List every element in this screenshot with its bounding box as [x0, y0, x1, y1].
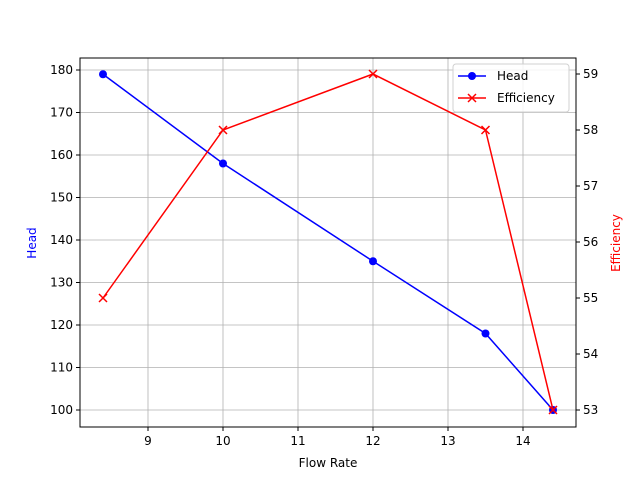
data-point — [99, 70, 107, 79]
data-point — [548, 405, 558, 415]
x-axis-label: Flow Rate — [299, 456, 358, 470]
y2-tick-label: 59 — [583, 67, 598, 81]
legend-label: Head — [497, 69, 528, 83]
y2-tick-label: 56 — [583, 235, 598, 249]
y2-axis-label: Efficiency — [609, 214, 623, 272]
y2-tick-label: 55 — [583, 291, 598, 305]
data-point — [481, 329, 490, 338]
y2-tick-label: 57 — [583, 179, 598, 193]
legend-label: Efficiency — [497, 91, 555, 105]
x-tick-label: 14 — [515, 434, 530, 448]
x-tick-label: 9 — [144, 434, 152, 448]
data-point — [369, 257, 377, 266]
x-tick-label: 10 — [215, 434, 230, 448]
y-tick-label: 150 — [50, 191, 73, 205]
x-tick-label: 13 — [440, 434, 455, 448]
y-tick-label: 110 — [50, 361, 73, 375]
data-point — [480, 125, 491, 135]
y-axis-label: Head — [25, 227, 39, 258]
y-tick-label: 160 — [50, 148, 73, 162]
y2-tick-label: 53 — [583, 403, 598, 417]
data-point — [98, 293, 108, 303]
y-tick-label: 140 — [50, 233, 73, 247]
y2-tick-label: 58 — [583, 123, 598, 137]
y-tick-label: 130 — [50, 276, 73, 290]
y-tick-label: 100 — [50, 403, 73, 417]
x-tick-label: 11 — [290, 434, 305, 448]
data-point — [368, 69, 378, 79]
x-tick-label: 12 — [365, 434, 380, 448]
data-point — [218, 125, 228, 135]
series-line-head — [102, 73, 554, 411]
y-tick-label: 180 — [50, 63, 73, 77]
data-point — [219, 159, 227, 168]
y2-tick-label: 54 — [583, 347, 598, 361]
plot-frame — [79, 57, 577, 428]
y-tick-label: 170 — [50, 106, 73, 120]
legend-marker — [468, 72, 476, 80]
y-tick-label: 120 — [50, 318, 73, 332]
